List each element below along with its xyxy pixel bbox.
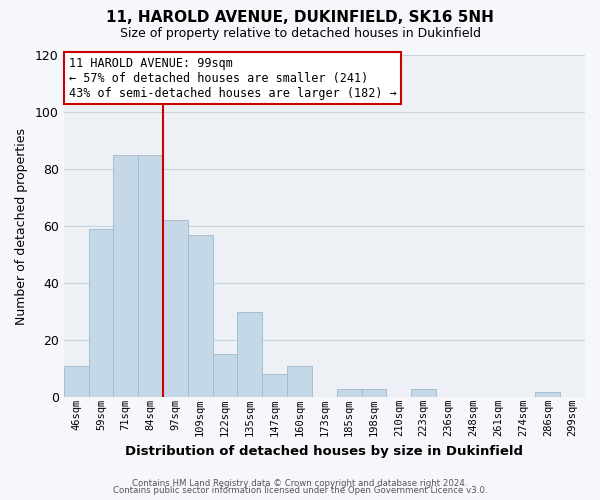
Bar bbox=[238, 312, 262, 398]
Bar bbox=[262, 374, 287, 398]
Bar bbox=[113, 155, 138, 398]
Bar bbox=[188, 234, 212, 398]
Bar bbox=[287, 366, 312, 398]
Text: Contains HM Land Registry data © Crown copyright and database right 2024.: Contains HM Land Registry data © Crown c… bbox=[132, 478, 468, 488]
Bar bbox=[411, 388, 436, 398]
Text: 11 HAROLD AVENUE: 99sqm
← 57% of detached houses are smaller (241)
43% of semi-d: 11 HAROLD AVENUE: 99sqm ← 57% of detache… bbox=[69, 56, 397, 100]
Y-axis label: Number of detached properties: Number of detached properties bbox=[15, 128, 28, 324]
Bar bbox=[362, 388, 386, 398]
Bar bbox=[212, 354, 238, 398]
Text: Contains public sector information licensed under the Open Government Licence v3: Contains public sector information licen… bbox=[113, 486, 487, 495]
Bar bbox=[138, 155, 163, 398]
Text: Size of property relative to detached houses in Dukinfield: Size of property relative to detached ho… bbox=[119, 28, 481, 40]
Bar bbox=[89, 229, 113, 398]
Bar bbox=[64, 366, 89, 398]
Bar bbox=[535, 392, 560, 398]
X-axis label: Distribution of detached houses by size in Dukinfield: Distribution of detached houses by size … bbox=[125, 444, 523, 458]
Bar bbox=[163, 220, 188, 398]
Text: 11, HAROLD AVENUE, DUKINFIELD, SK16 5NH: 11, HAROLD AVENUE, DUKINFIELD, SK16 5NH bbox=[106, 10, 494, 25]
Bar bbox=[337, 388, 362, 398]
